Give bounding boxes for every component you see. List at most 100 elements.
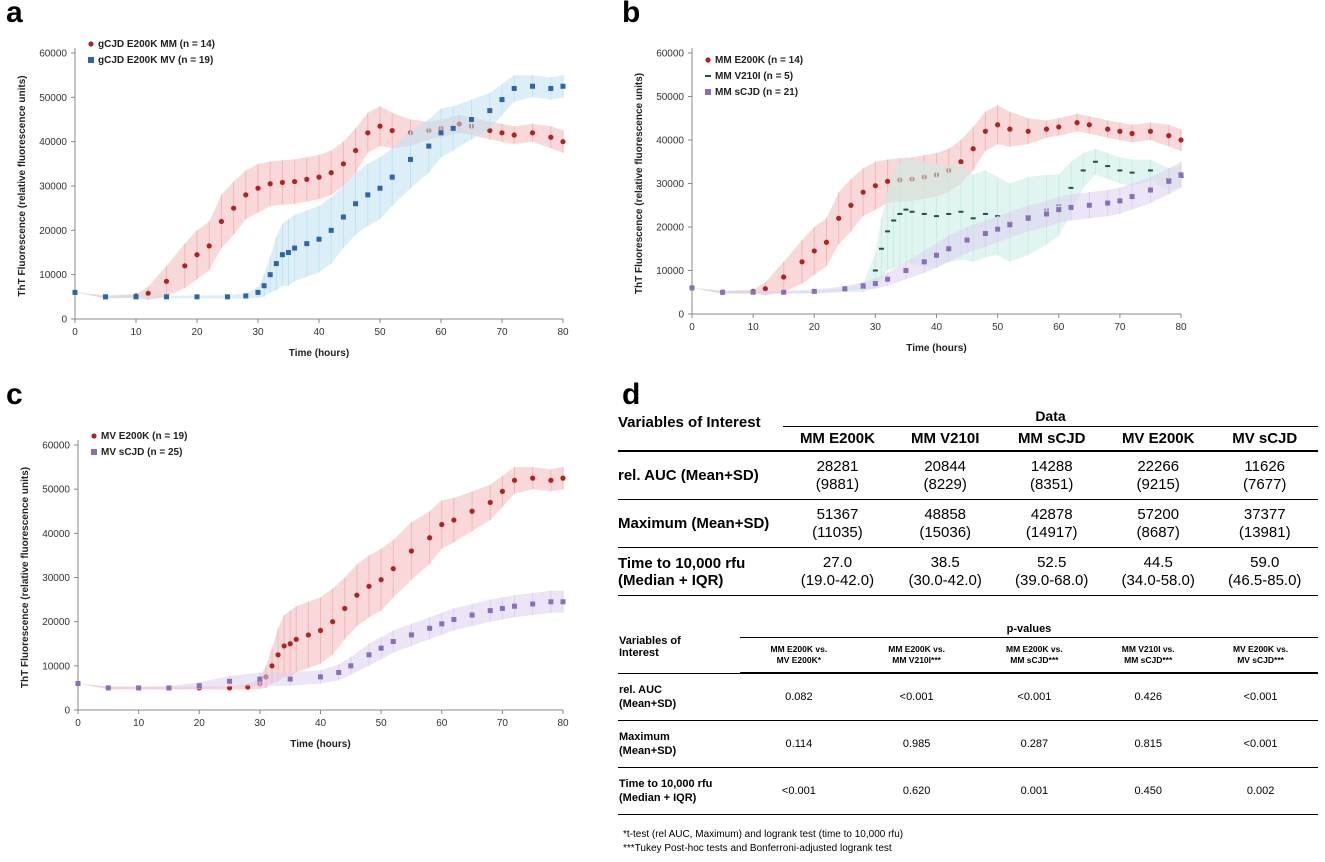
- data-point: [958, 159, 964, 165]
- x-tick-label: 0: [75, 718, 81, 729]
- data-point: [257, 676, 263, 682]
- data-point: [451, 517, 457, 523]
- data-point: [269, 663, 275, 669]
- pvalue-table-cell: 0.815: [1093, 720, 1204, 768]
- data-table-cell: 14288 (8351): [998, 450, 1105, 500]
- y-tick-label: 40000: [656, 136, 684, 147]
- data-point: [389, 127, 395, 134]
- data-point: [366, 652, 372, 658]
- y-tick-label: 50000: [39, 93, 67, 104]
- data-table-grid: Variables of Interest Data MM E200K MM V210…: [618, 408, 1318, 596]
- data-point: [934, 252, 939, 258]
- pvalue-table-row: Time to 10,000 rfu (Median + IQR) <0.001 0.…: [618, 767, 1318, 815]
- legend-marker: [91, 449, 97, 455]
- data-point: [281, 643, 287, 649]
- data-point: [378, 577, 384, 583]
- data-table-cell: 28281 (9881): [783, 450, 892, 500]
- pvalue-table-column-header: MM V210I vs. MM sCJD***: [1093, 637, 1204, 674]
- data-point: [811, 288, 817, 294]
- data-point: [1117, 169, 1123, 172]
- x-tick-label: 50: [376, 718, 388, 729]
- data-point: [1080, 169, 1086, 172]
- x-tick-label: 80: [1175, 322, 1187, 333]
- y-tick-label: 40000: [39, 137, 67, 148]
- x-tick-label: 30: [254, 718, 266, 729]
- chart-c: 0 10 20 30 40 50 60 70 80 0 10000 20000 30000 40000 50…: [20, 431, 569, 750]
- y-tick-label: 30000: [39, 182, 67, 193]
- data-point: [958, 210, 964, 213]
- legend-marker: [91, 433, 97, 439]
- data-point: [891, 219, 897, 222]
- pvalue-table-cell: 0.114: [740, 720, 858, 768]
- data-point: [548, 477, 554, 483]
- panel-letter-d: d: [622, 378, 641, 411]
- y-axis-label: ThT Fluorescence (relative fluorescence …: [20, 467, 31, 688]
- pvalue-table-corner: Variables of Interest: [618, 622, 740, 674]
- data-point: [530, 601, 536, 607]
- y-tick-label: 60000: [42, 441, 70, 452]
- y-tick-label: 20000: [39, 226, 67, 237]
- data-point: [909, 210, 915, 213]
- data-point: [354, 592, 360, 598]
- data-point: [408, 632, 414, 638]
- data-point: [469, 612, 475, 618]
- data-point: [182, 263, 188, 269]
- data-table-cell: 48858 (15036): [891, 499, 999, 548]
- data-point: [353, 147, 359, 154]
- data-point: [286, 250, 291, 255]
- data-point: [529, 130, 536, 136]
- data-point: [560, 599, 566, 605]
- pvalue-table-column-header: MM E200K vs. MM V210I***: [857, 637, 976, 674]
- data-point: [511, 132, 517, 138]
- x-axis-label: Time (hours): [290, 739, 350, 750]
- data-point: [970, 217, 976, 220]
- x-tick-label: 60: [436, 718, 448, 729]
- data-point: [530, 475, 536, 481]
- data-table-column-header: MM sCJD: [1017, 430, 1086, 447]
- data-point: [982, 128, 988, 134]
- data-point: [964, 237, 970, 243]
- y-tick-label: 0: [61, 315, 67, 326]
- data-point: [231, 205, 237, 211]
- data-point: [982, 212, 988, 215]
- x-tick-label: 60: [1053, 322, 1065, 333]
- data-point: [316, 236, 322, 242]
- data-point: [1147, 187, 1153, 193]
- pvalue-table-cell: 0.082: [740, 673, 858, 721]
- y-tick-label: 0: [64, 706, 70, 717]
- data-point: [499, 97, 505, 103]
- data-point: [842, 286, 848, 292]
- data-point: [366, 583, 372, 589]
- data-point: [872, 183, 878, 189]
- data-point: [316, 174, 322, 180]
- data-point: [903, 208, 909, 211]
- x-tick-label: 80: [557, 327, 569, 338]
- pvalue-table-row: rel. AUC (Mean+SD) 0.082 <0.001 <0.001 0.426 <…: [618, 673, 1318, 721]
- data-point: [164, 294, 169, 300]
- y-tick-label: 20000: [42, 617, 70, 628]
- x-tick-label: 60: [435, 327, 447, 338]
- data-point: [823, 239, 830, 245]
- data-point: [390, 639, 396, 645]
- data-point: [206, 243, 212, 249]
- x-tick-label: 50: [374, 327, 386, 338]
- data-point: [848, 202, 854, 208]
- data-point: [548, 599, 554, 605]
- data-point: [1147, 128, 1154, 134]
- data-point: [946, 212, 952, 215]
- pvalue-table-column-header: MV E200K vs. MV sCJD***: [1203, 637, 1318, 674]
- data-point: [1007, 126, 1013, 132]
- data-point: [194, 252, 200, 258]
- data-point: [377, 123, 383, 129]
- pvalue-table-cell: <0.001: [975, 673, 1094, 721]
- pvalue-table-cell: <0.001: [857, 673, 976, 721]
- data-point: [1178, 172, 1184, 178]
- pvalue-table-column-header: MM E200K vs. MM sCJD***: [975, 637, 1094, 674]
- data-point: [304, 176, 310, 182]
- data-point: [275, 652, 281, 658]
- data-point: [287, 641, 293, 647]
- data-point: [1129, 171, 1135, 174]
- data-point: [885, 230, 891, 233]
- pvalue-table-row-label: Time to 10,000 rfu (Median + IQR): [618, 767, 740, 815]
- legend-label: MM E200K (n = 14): [715, 55, 803, 66]
